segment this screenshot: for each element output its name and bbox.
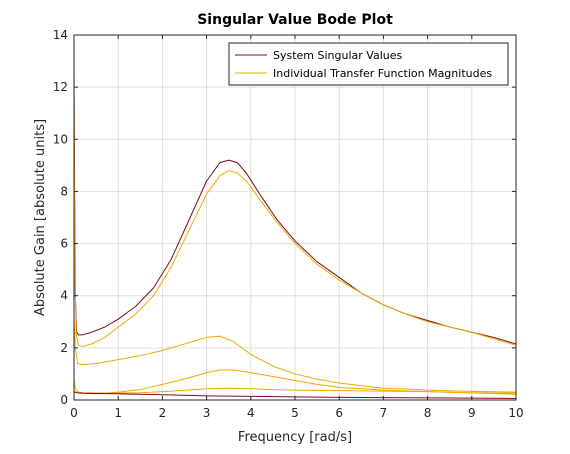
x-tick-label: 8 [424,406,432,420]
series-group [73,74,517,399]
x-tick-label: 3 [203,406,211,420]
x-tick-label: 4 [247,406,255,420]
chart-title: Singular Value Bode Plot [197,12,393,28]
legend-label-system-singular-values: System Singular Values [273,49,403,62]
y-tick-label: 6 [60,237,68,251]
y-tick-label: 4 [60,289,68,303]
x-tick-label: 10 [508,406,523,420]
legend-label-individual-transfer-function-magnitudes: Individual Transfer Function Magnitudes [273,67,492,80]
x-tick-label: 6 [335,406,343,420]
y-tick-label: 0 [60,393,68,407]
series-line-4 [73,387,517,394]
legend-box [228,42,509,86]
x-tick-label: 5 [291,406,299,420]
x-tick-label: 2 [159,406,167,420]
x-axis-label: Frequency [rad/s] [238,430,352,445]
series-line-5 [73,391,517,399]
x-tick-label: 9 [468,406,476,420]
y-tick-label: 8 [60,184,68,198]
x-tick-label: 7 [380,406,388,420]
x-tick-label: 0 [70,406,78,420]
y-tick-label: 2 [60,341,68,355]
y-tick-label: 14 [53,28,68,42]
series-line-2 [73,316,517,393]
y-tick-label: 12 [53,80,68,94]
y-axis-label: Absolute Gain [absolute units] [33,119,48,316]
series-line-1 [73,87,517,348]
y-tick-label: 10 [53,132,68,146]
legend: System Singular Values Individual Transf… [228,42,509,86]
x-tick-label: 1 [114,406,122,420]
